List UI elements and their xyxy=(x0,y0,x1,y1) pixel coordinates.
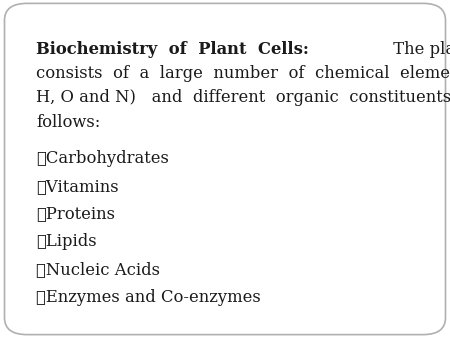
Text: consists  of  a  large  number  of  chemical  elements(C,: consists of a large number of chemical e… xyxy=(36,65,450,82)
Text: follows:: follows: xyxy=(36,114,100,130)
Text: Biochemistry  of  Plant  Cells:: Biochemistry of Plant Cells: xyxy=(36,41,309,57)
Text: The plant body: The plant body xyxy=(388,41,450,57)
Text: ➤Enzymes and Co-enzymes: ➤Enzymes and Co-enzymes xyxy=(36,289,261,306)
FancyBboxPatch shape xyxy=(4,3,446,335)
Text: ➤Lipids: ➤Lipids xyxy=(36,233,97,250)
Text: ➤Carbohydrates: ➤Carbohydrates xyxy=(36,150,169,167)
Text: ➤Nucleic Acids: ➤Nucleic Acids xyxy=(36,261,160,278)
Text: H, O and N)   and  different  organic  constituents  as: H, O and N) and different organic consti… xyxy=(36,89,450,106)
Text: ➤Proteins: ➤Proteins xyxy=(36,206,115,222)
Text: ➤Vitamins: ➤Vitamins xyxy=(36,178,119,195)
